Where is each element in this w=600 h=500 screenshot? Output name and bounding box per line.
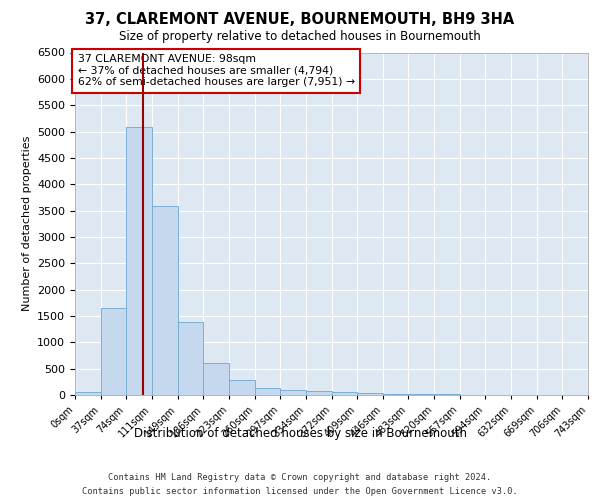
Y-axis label: Number of detached properties: Number of detached properties [22, 136, 32, 312]
Bar [254, 388, 280, 395]
Bar [75, 392, 101, 395]
Text: 37 CLAREMONT AVENUE: 98sqm
← 37% of detached houses are smaller (4,794)
62% of s: 37 CLAREMONT AVENUE: 98sqm ← 37% of deta… [77, 54, 355, 88]
Bar [434, 394, 460, 395]
Bar [229, 380, 254, 395]
Text: Contains HM Land Registry data © Crown copyright and database right 2024.: Contains HM Land Registry data © Crown c… [109, 472, 491, 482]
Bar [126, 128, 152, 395]
Text: Contains public sector information licensed under the Open Government Licence v3: Contains public sector information licen… [82, 488, 518, 496]
Bar [409, 394, 434, 395]
Text: Size of property relative to detached houses in Bournemouth: Size of property relative to detached ho… [119, 30, 481, 43]
Bar [383, 394, 409, 395]
Bar [332, 392, 358, 395]
Bar [305, 391, 332, 395]
Bar [178, 322, 203, 395]
Bar [203, 364, 229, 395]
Text: 37, CLAREMONT AVENUE, BOURNEMOUTH, BH9 3HA: 37, CLAREMONT AVENUE, BOURNEMOUTH, BH9 3… [85, 12, 515, 28]
Text: Distribution of detached houses by size in Bournemouth: Distribution of detached houses by size … [133, 428, 467, 440]
Bar [280, 390, 305, 395]
Bar [152, 206, 178, 395]
Bar [358, 393, 383, 395]
Bar [101, 308, 126, 395]
